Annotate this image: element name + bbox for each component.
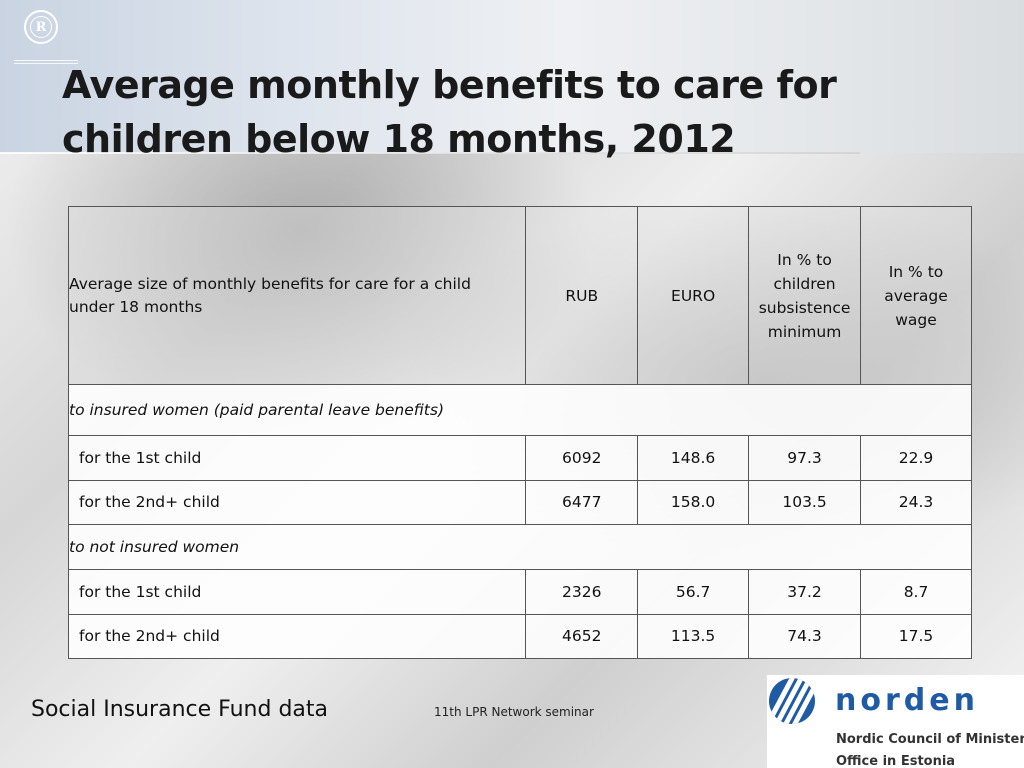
header-cell-euro: EURO: [637, 206, 750, 385]
cell-rub: 4652: [525, 613, 639, 659]
cell-rub: 2326: [525, 569, 639, 615]
row-label: for the 2nd+ child: [67, 613, 527, 659]
group-row-insured: to insured women (paid parental leave be…: [68, 384, 972, 436]
cell-euro: 113.5: [637, 613, 750, 659]
cell-rub: 6092: [525, 435, 639, 481]
group-label: to insured women (paid parental leave be…: [68, 384, 972, 436]
header-cell-rub: RUB: [525, 206, 639, 385]
cell-euro: 148.6: [637, 435, 750, 481]
slide-title: Average monthly benefits to care for chi…: [62, 63, 837, 161]
cell-subsistence: 74.3: [748, 613, 862, 659]
row-label: for the 1st child: [67, 435, 527, 481]
cell-euro: 158.0: [637, 479, 750, 525]
table-row: for the 2nd+ child 4652 113.5 74.3 17.5: [67, 613, 972, 659]
cell-subsistence: 97.3: [748, 435, 862, 481]
group-label: to not insured women: [68, 524, 972, 570]
cell-wage: 22.9: [860, 435, 972, 481]
cell-wage: 17.5: [860, 613, 972, 659]
cell-subsistence: 37.2: [748, 569, 862, 615]
hse-logo-letter: R: [35, 19, 47, 35]
table-row: for the 1st child 2326 56.7 37.2 8.7: [67, 569, 972, 615]
header-band: [0, 0, 1024, 153]
table-row: for the 1st child 6092 148.6 97.3 22.9: [67, 435, 972, 481]
cell-wage: 24.3: [860, 479, 972, 525]
hse-logo-icon: R: [24, 10, 58, 44]
group-row-not-insured: to not insured women: [68, 524, 972, 570]
benefits-table: Average size of monthly benefits for car…: [67, 206, 972, 659]
norden-wordmark: norden: [835, 683, 979, 718]
benefits-table-container: Average size of monthly benefits for car…: [67, 206, 972, 659]
norden-logo: norden Nordic Council of Ministers’ Offi…: [767, 675, 1024, 768]
header-cell-subsistence: In % to children subsistence minimum: [748, 206, 862, 385]
row-label: for the 1st child: [67, 569, 527, 615]
header-cell-wage: In % to average wage: [860, 206, 972, 385]
swan-icon: [769, 678, 815, 724]
cell-wage: 8.7: [860, 569, 972, 615]
cell-euro: 56.7: [637, 569, 750, 615]
header-divider: [0, 152, 860, 154]
seminar-footer: 11th LPR Network seminar: [434, 705, 594, 719]
hse-logo-caption: [14, 60, 78, 66]
row-label: for the 2nd+ child: [67, 479, 527, 525]
source-note: Social Insurance Fund data: [31, 697, 328, 722]
norden-council-line: Nordic Council of Ministers’: [836, 732, 1024, 747]
norden-office-line: Office in Estonia: [836, 754, 956, 768]
header-cell-description: Average size of monthly benefits for car…: [67, 206, 527, 385]
table-row: for the 2nd+ child 6477 158.0 103.5 24.3: [67, 479, 972, 525]
cell-rub: 6477: [525, 479, 639, 525]
cell-subsistence: 103.5: [748, 479, 862, 525]
table-header-row: Average size of monthly benefits for car…: [67, 206, 972, 385]
